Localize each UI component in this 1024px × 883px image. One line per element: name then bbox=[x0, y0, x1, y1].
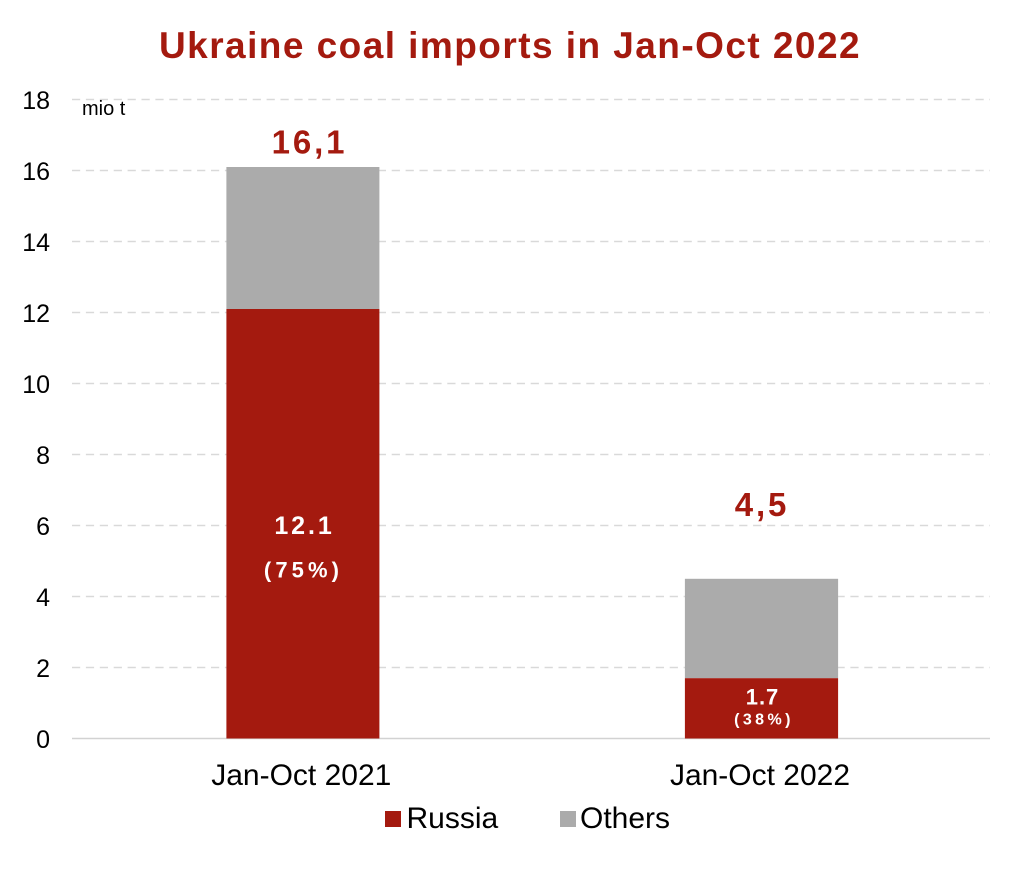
svg-text:Jan-Oct 2021: Jan-Oct 2021 bbox=[211, 759, 391, 792]
svg-text:Ukraine coal imports in Jan-Oc: Ukraine coal imports in Jan-Oct 2022 bbox=[159, 25, 861, 66]
svg-text:Others: Others bbox=[580, 802, 670, 835]
svg-text:mio t: mio t bbox=[82, 98, 126, 120]
svg-text:18: 18 bbox=[22, 87, 50, 115]
svg-text:12.1: 12.1 bbox=[274, 512, 334, 540]
svg-text:6: 6 bbox=[36, 513, 50, 541]
svg-text:1.7: 1.7 bbox=[746, 685, 780, 710]
svg-text:16,1: 16,1 bbox=[272, 124, 348, 161]
svg-text:(75%): (75%) bbox=[264, 558, 343, 583]
svg-text:12: 12 bbox=[22, 300, 50, 328]
svg-text:2: 2 bbox=[36, 655, 50, 683]
svg-text:(38%): (38%) bbox=[734, 712, 794, 729]
svg-text:10: 10 bbox=[22, 371, 50, 399]
svg-text:14: 14 bbox=[22, 229, 50, 257]
svg-text:4,5: 4,5 bbox=[735, 486, 790, 523]
svg-text:0: 0 bbox=[36, 726, 50, 754]
svg-text:4: 4 bbox=[36, 584, 50, 612]
svg-text:16: 16 bbox=[22, 158, 50, 186]
svg-text:Russia: Russia bbox=[407, 802, 499, 835]
svg-text:8: 8 bbox=[36, 442, 50, 470]
svg-text:Jan-Oct 2022: Jan-Oct 2022 bbox=[670, 759, 850, 792]
